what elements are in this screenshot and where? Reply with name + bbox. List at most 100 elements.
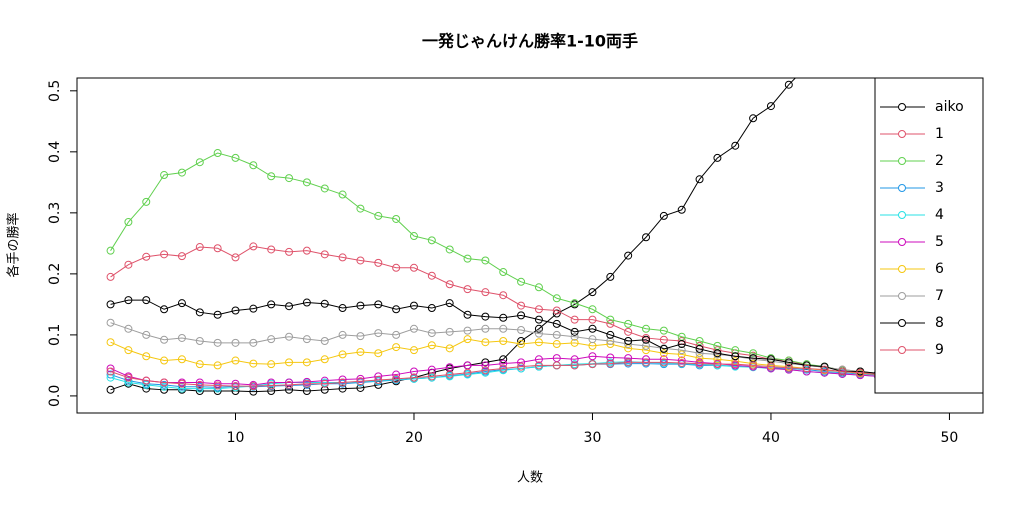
point: [677, 340, 686, 349]
point: [231, 379, 240, 388]
point: [731, 346, 740, 355]
point: [427, 304, 436, 313]
legend-label: 1: [935, 126, 944, 142]
point: [445, 299, 454, 308]
point: [517, 326, 526, 335]
point: [392, 343, 401, 352]
point: [784, 363, 793, 372]
point: [124, 260, 133, 269]
point: [659, 335, 668, 344]
point: [356, 374, 365, 383]
point: [231, 253, 240, 262]
point: [499, 336, 508, 345]
point: [231, 382, 240, 391]
point: [338, 350, 347, 359]
point: [606, 359, 615, 368]
point: [124, 346, 133, 355]
x-tick-label: 20: [405, 430, 423, 446]
point: [695, 344, 704, 353]
point: [177, 252, 186, 261]
point: [838, 367, 847, 376]
point: [249, 161, 258, 170]
point: [142, 330, 151, 339]
point: [338, 253, 347, 262]
point: [231, 338, 240, 347]
point: [302, 246, 311, 255]
point: [106, 318, 115, 327]
point: [588, 335, 597, 344]
point: [160, 250, 169, 259]
point: [124, 296, 133, 305]
point: [570, 332, 579, 341]
legend-swatch: [898, 346, 906, 354]
point: [499, 324, 508, 333]
point: [481, 338, 490, 347]
point: [320, 250, 329, 259]
legend-label: 6: [935, 261, 944, 277]
point: [267, 381, 276, 390]
point: [285, 358, 294, 367]
point: [302, 298, 311, 307]
point: [606, 319, 615, 328]
point: [570, 315, 579, 324]
point: [427, 341, 436, 350]
point: [392, 374, 401, 383]
point: [195, 360, 204, 369]
point: [106, 367, 115, 376]
legend-swatch: [898, 157, 906, 165]
point: [552, 340, 561, 349]
point: [534, 329, 543, 338]
point: [285, 247, 294, 256]
point: [249, 359, 258, 368]
legend-swatch: [898, 184, 906, 192]
point: [160, 171, 169, 180]
point: [427, 271, 436, 280]
point: [838, 369, 847, 378]
legend-label: 7: [935, 288, 944, 304]
point: [570, 361, 579, 370]
point: [338, 190, 347, 199]
point: [124, 218, 133, 227]
point: [249, 242, 258, 251]
legend-label: 2: [935, 153, 944, 169]
point: [624, 327, 633, 336]
point: [195, 308, 204, 317]
point: [285, 380, 294, 389]
point: [302, 358, 311, 367]
point: [392, 330, 401, 339]
point: [499, 313, 508, 322]
point: [142, 296, 151, 305]
point: [499, 291, 508, 300]
point: [856, 368, 865, 377]
point: [624, 336, 633, 345]
x-axis-label: 人数: [517, 471, 543, 486]
point: [588, 360, 597, 369]
point: [427, 236, 436, 245]
point: [445, 344, 454, 353]
point: [213, 310, 222, 319]
point: [374, 376, 383, 385]
point: [409, 367, 418, 376]
legend-label: aiko: [935, 99, 964, 115]
point: [570, 327, 579, 336]
point: [481, 366, 490, 375]
point: [642, 335, 651, 344]
point: [177, 299, 186, 308]
point: [374, 211, 383, 220]
point: [160, 382, 169, 391]
point: [606, 330, 615, 339]
point: [177, 355, 186, 364]
point: [552, 361, 561, 370]
point: [320, 299, 329, 308]
point: [302, 178, 311, 187]
point: [463, 326, 472, 335]
point: [267, 172, 276, 181]
point: [392, 214, 401, 223]
point: [213, 381, 222, 390]
point: [642, 324, 651, 333]
x-tick-label: 30: [584, 430, 602, 446]
point: [320, 355, 329, 364]
point: [195, 336, 204, 345]
point: [766, 102, 775, 111]
point: [320, 184, 329, 193]
